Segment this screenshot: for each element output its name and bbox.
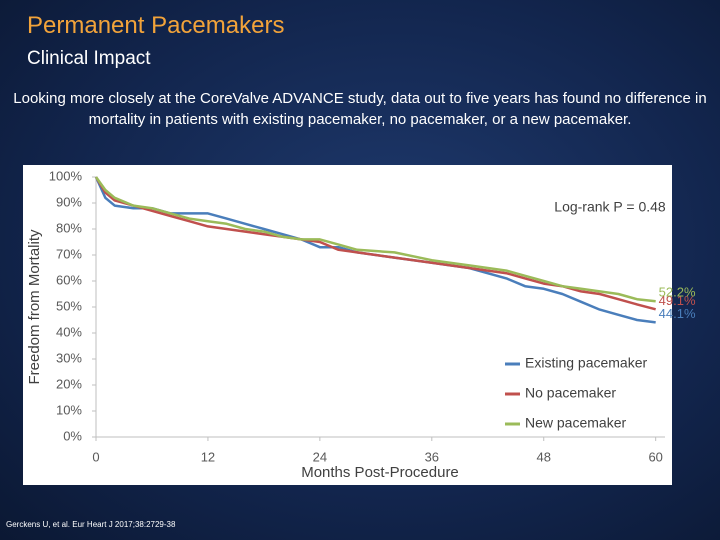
legend-label: No pacemaker <box>525 385 616 401</box>
source-note: Gerckens U, et al. Eur Heart J 2017;38:2… <box>6 520 176 529</box>
x-tick-label: 48 <box>537 449 551 464</box>
end-label: 49.1% <box>659 293 696 308</box>
y-tick-label: 50% <box>56 298 82 313</box>
x-tick-label: 24 <box>313 449 327 464</box>
chart-background <box>23 165 672 485</box>
series-line <box>94 176 656 303</box>
x-axis-label: Months Post-Procedure <box>301 464 459 481</box>
slide-title: Permanent Pacemakers <box>27 12 285 39</box>
y-tick-label: 60% <box>56 272 82 287</box>
end-label: 52.2% <box>659 285 696 300</box>
y-tick-label: 20% <box>56 376 82 391</box>
body-text: Looking more closely at the CoreValve AD… <box>13 90 707 128</box>
legend-label: New pacemaker <box>525 415 626 431</box>
y-tick-label: 70% <box>56 246 82 261</box>
x-tick-label: 12 <box>201 449 215 464</box>
x-tick-label: 0 <box>92 449 99 464</box>
y-tick-label: 80% <box>56 220 82 235</box>
x-tick-label: 60 <box>648 449 662 464</box>
y-tick-label: 0% <box>63 428 82 443</box>
legend-label: Existing pacemaker <box>525 355 648 371</box>
y-tick-label: 40% <box>56 324 82 339</box>
y-tick-label: 100% <box>49 168 83 183</box>
y-tick-label: 10% <box>56 402 82 417</box>
end-label: 44.1% <box>659 306 696 321</box>
series-line <box>94 176 656 311</box>
y-tick-label: 90% <box>56 194 82 209</box>
annotation: Log-rank P = 0.48 <box>554 199 666 215</box>
slide-subtitle: Clinical Impact <box>27 48 151 69</box>
y-tick-label: 30% <box>56 350 82 365</box>
x-tick-label: 36 <box>425 449 439 464</box>
y-axis-label: Freedom from Mortality <box>26 229 43 385</box>
